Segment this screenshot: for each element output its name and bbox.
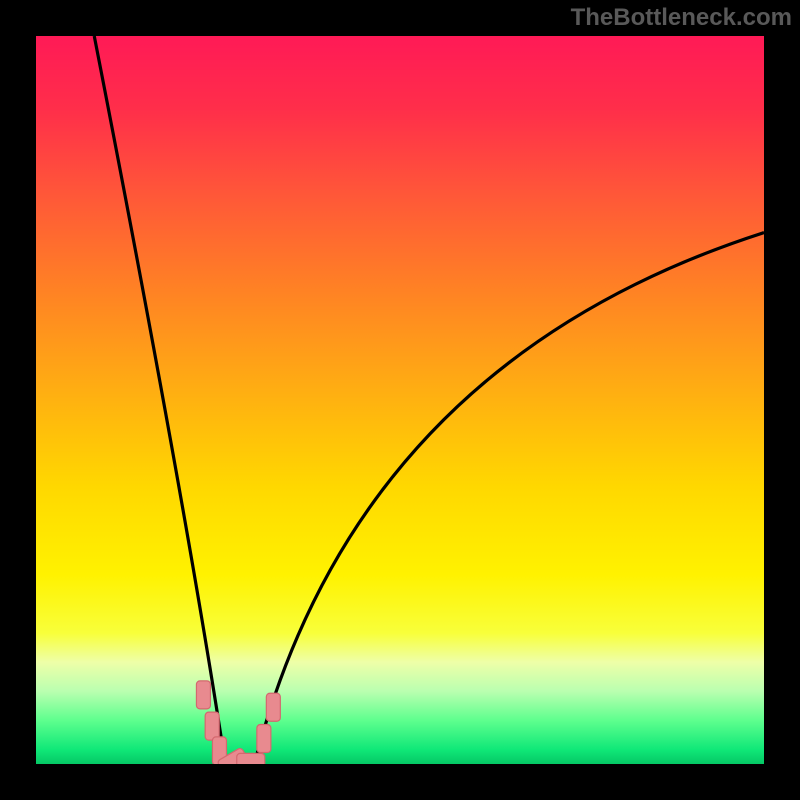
watermark-text: TheBottleneck.com: [571, 4, 792, 32]
curves-layer: [36, 36, 764, 764]
data-marker: [205, 712, 219, 740]
data-marker: [266, 693, 280, 721]
data-marker: [257, 725, 271, 753]
data-marker: [237, 753, 265, 764]
chart-container: TheBottleneck.com: [0, 0, 800, 800]
bottleneck-curve-right: [254, 233, 764, 764]
bottleneck-curve-left: [94, 36, 225, 764]
plot-area: [36, 36, 764, 764]
data-marker: [196, 681, 210, 709]
